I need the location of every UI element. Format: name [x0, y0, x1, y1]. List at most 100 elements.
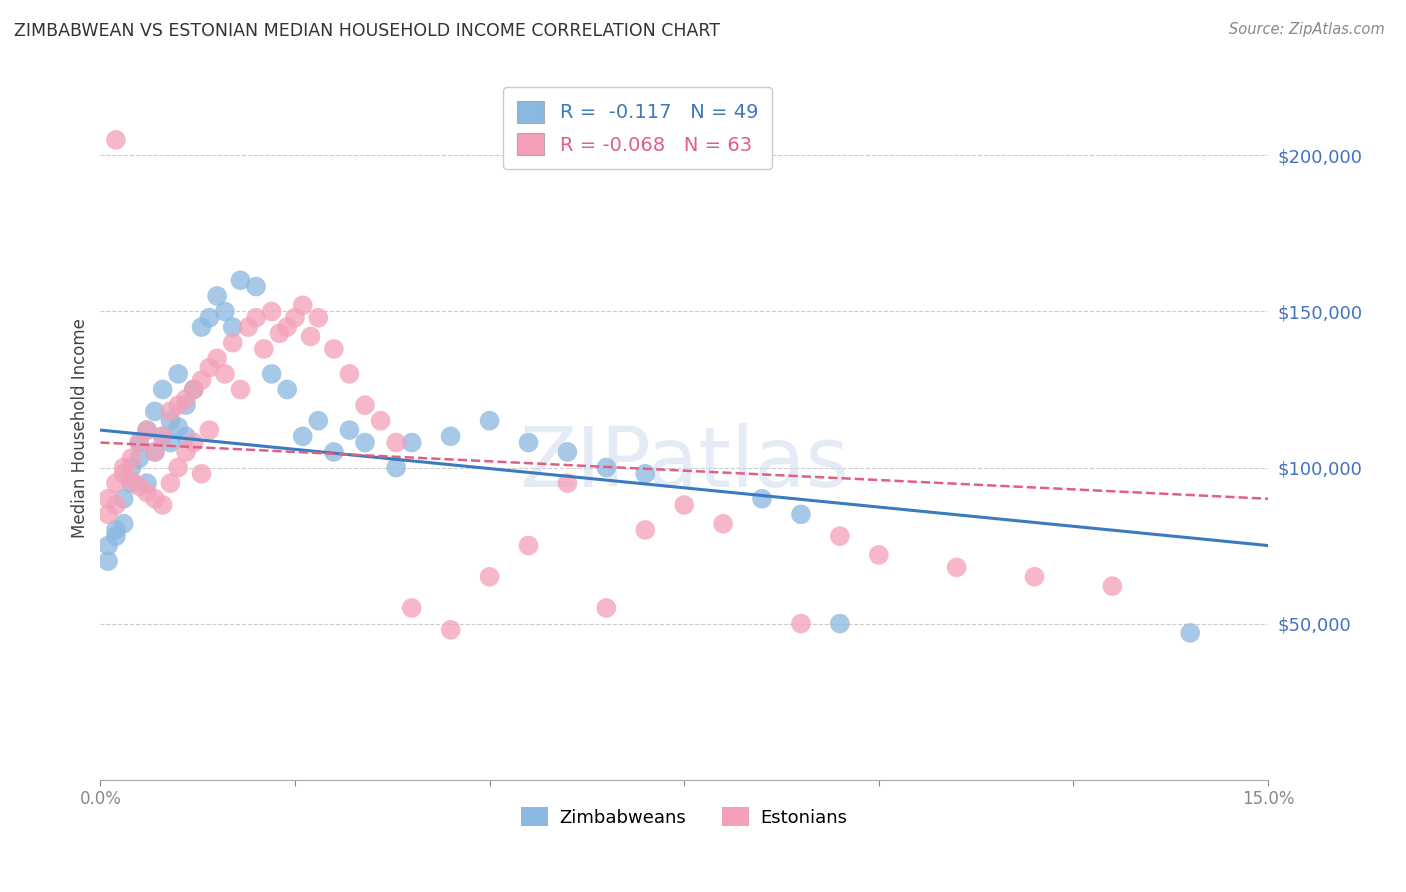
- Point: [229, 273, 252, 287]
- Point: [634, 467, 657, 481]
- Point: [198, 310, 221, 325]
- Point: [183, 383, 205, 397]
- Point: [307, 310, 329, 325]
- Point: [205, 289, 228, 303]
- Point: [167, 460, 190, 475]
- Point: [221, 320, 243, 334]
- Point: [183, 383, 205, 397]
- Point: [214, 367, 236, 381]
- Point: [152, 498, 174, 512]
- Point: [711, 516, 734, 531]
- Point: [307, 414, 329, 428]
- Point: [167, 367, 190, 381]
- Point: [112, 467, 135, 481]
- Point: [1180, 626, 1202, 640]
- Point: [828, 616, 851, 631]
- Point: [322, 342, 344, 356]
- Point: [159, 476, 181, 491]
- Point: [673, 498, 696, 512]
- Point: [354, 398, 377, 412]
- Point: [1101, 579, 1123, 593]
- Point: [128, 435, 150, 450]
- Point: [478, 570, 501, 584]
- Point: [190, 320, 212, 334]
- Point: [238, 320, 260, 334]
- Point: [1024, 570, 1046, 584]
- Point: [136, 423, 159, 437]
- Point: [291, 429, 314, 443]
- Point: [595, 460, 617, 475]
- Point: [214, 304, 236, 318]
- Point: [152, 429, 174, 443]
- Point: [229, 383, 252, 397]
- Point: [354, 435, 377, 450]
- Point: [253, 342, 276, 356]
- Point: [183, 435, 205, 450]
- Point: [291, 298, 314, 312]
- Point: [97, 508, 120, 522]
- Point: [104, 523, 127, 537]
- Point: [198, 423, 221, 437]
- Point: [339, 423, 361, 437]
- Point: [159, 414, 181, 428]
- Point: [269, 326, 291, 341]
- Point: [104, 133, 127, 147]
- Point: [440, 623, 463, 637]
- Point: [152, 383, 174, 397]
- Text: ZIMBABWEAN VS ESTONIAN MEDIAN HOUSEHOLD INCOME CORRELATION CHART: ZIMBABWEAN VS ESTONIAN MEDIAN HOUSEHOLD …: [14, 22, 720, 40]
- Point: [167, 420, 190, 434]
- Point: [143, 445, 166, 459]
- Point: [634, 523, 657, 537]
- Point: [174, 398, 197, 412]
- Point: [945, 560, 967, 574]
- Point: [401, 435, 423, 450]
- Point: [557, 445, 579, 459]
- Point: [112, 460, 135, 475]
- Point: [260, 367, 283, 381]
- Text: ZIPatlas: ZIPatlas: [519, 423, 849, 504]
- Point: [190, 467, 212, 481]
- Point: [167, 398, 190, 412]
- Point: [370, 414, 392, 428]
- Text: Source: ZipAtlas.com: Source: ZipAtlas.com: [1229, 22, 1385, 37]
- Point: [159, 435, 181, 450]
- Point: [174, 392, 197, 406]
- Point: [401, 601, 423, 615]
- Point: [174, 445, 197, 459]
- Point: [104, 529, 127, 543]
- Point: [174, 429, 197, 443]
- Y-axis label: Median Household Income: Median Household Income: [72, 318, 89, 539]
- Point: [190, 373, 212, 387]
- Point: [284, 310, 307, 325]
- Point: [478, 414, 501, 428]
- Point: [299, 329, 322, 343]
- Point: [198, 360, 221, 375]
- Point: [112, 516, 135, 531]
- Point: [136, 476, 159, 491]
- Point: [104, 476, 127, 491]
- Point: [152, 429, 174, 443]
- Point: [339, 367, 361, 381]
- Point: [751, 491, 773, 506]
- Point: [97, 554, 120, 568]
- Point: [205, 351, 228, 366]
- Point: [557, 476, 579, 491]
- Point: [245, 310, 267, 325]
- Point: [136, 423, 159, 437]
- Point: [128, 479, 150, 493]
- Point: [128, 451, 150, 466]
- Point: [790, 616, 813, 631]
- Point: [121, 451, 143, 466]
- Point: [121, 473, 143, 487]
- Point: [322, 445, 344, 459]
- Point: [159, 404, 181, 418]
- Point: [136, 485, 159, 500]
- Point: [128, 435, 150, 450]
- Point: [104, 498, 127, 512]
- Point: [245, 279, 267, 293]
- Point: [260, 304, 283, 318]
- Point: [517, 539, 540, 553]
- Legend: Zimbabweans, Estonians: Zimbabweans, Estonians: [515, 799, 855, 834]
- Point: [221, 335, 243, 350]
- Point: [385, 460, 408, 475]
